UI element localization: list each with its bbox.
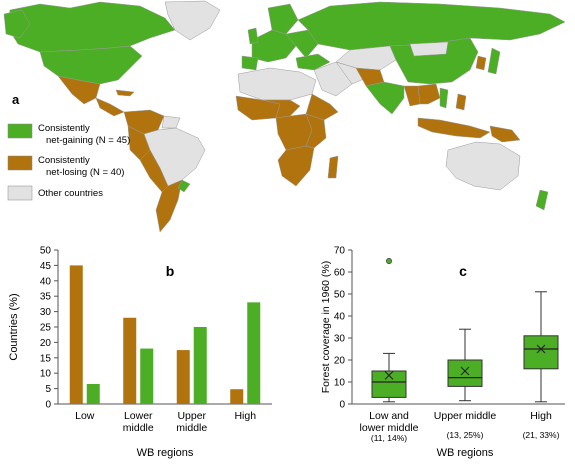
y-tick-label-b: 35: [40, 292, 52, 303]
outlier-point: [386, 258, 392, 264]
map-panel-label: a: [12, 92, 20, 107]
y-tick-label-c: 10: [334, 378, 346, 389]
legend-label-gaining-1: Consistently: [38, 123, 90, 134]
y-tick-label-b: 30: [40, 307, 52, 318]
map-indonesia: [417, 117, 491, 139]
world-map: [3, 0, 566, 233]
map-uruguay: [177, 179, 191, 193]
bar-losing: [176, 350, 190, 404]
map-guianas: [161, 115, 181, 129]
bar-losing: [69, 265, 83, 404]
y-tick-label-b: 45: [40, 261, 52, 272]
x-tick-sublabel-c: (11, 14%): [371, 433, 407, 443]
legend-swatch-losing: [7, 155, 33, 171]
y-tick-label-b: 50: [40, 246, 52, 257]
map-vietnam: [439, 87, 449, 109]
panel-label-b: b: [166, 263, 175, 279]
bar-chart-countries: 0 5 10 15 20 25 30 35 40 45 50 Countries (%) Low Lowe…: [8, 246, 272, 459]
x-axis-title-c: WB regions: [437, 447, 494, 459]
y-tick-label-c: 50: [334, 290, 346, 301]
x-tick-label-b: High: [234, 410, 256, 422]
bar-losing: [230, 389, 244, 404]
legend-swatch-other: [7, 185, 33, 201]
y-tick-label-b: 20: [40, 338, 52, 349]
x-tick-sublabel-c: (21, 33%): [523, 430, 560, 440]
mean-marker: [384, 371, 394, 380]
panel-label-c: c: [459, 263, 467, 279]
map-eastern-europe: [285, 29, 319, 59]
legend-label-losing-1: Consistently: [38, 155, 90, 166]
map-new-zealand: [535, 189, 549, 211]
x-tick-label-c: Upper middle: [434, 410, 497, 422]
map-turkey-caucasus: [295, 53, 331, 71]
map-scandinavia: [267, 3, 299, 35]
y-axis-title-c: Forest coverage in 1960 (%): [320, 261, 332, 393]
x-tick-label-c: High: [530, 410, 552, 422]
map-horn-africa: [305, 93, 339, 121]
legend-label-gaining-2: net-gaining (N = 45): [46, 135, 130, 146]
x-tick-label-b: middle: [176, 422, 207, 434]
x-axis-title-b: WB regions: [137, 447, 194, 459]
map-canada: [7, 1, 176, 53]
y-tick-label-c: 20: [334, 356, 346, 367]
map-legend: Consistently net-gaining (N = 45) Consis…: [7, 123, 130, 201]
box: [447, 359, 483, 387]
map-caribbean: [115, 89, 135, 97]
bar-gaining: [140, 348, 154, 404]
map-southern-africa: [277, 145, 315, 187]
x-tick-sublabel-c: (13, 25%): [447, 430, 484, 440]
bar-gaining: [193, 327, 207, 404]
bar-losing: [123, 317, 137, 404]
map-australia: [445, 141, 521, 191]
map-png: [489, 125, 521, 143]
legend-swatch-gaining: [7, 123, 33, 139]
map-thailand-laos: [417, 83, 441, 105]
map-north-africa: [237, 67, 317, 101]
x-tick-label-c: Low and: [369, 410, 409, 422]
bar-gaining: [86, 383, 100, 404]
map-russia: [297, 1, 566, 51]
legend-label-losing-2: net-losing (N = 40): [46, 167, 124, 178]
legend-label-other: Other countries: [38, 188, 103, 199]
map-madagascar: [327, 155, 339, 179]
map-usa: [39, 45, 143, 85]
map-central-america: [95, 97, 125, 117]
y-tick-label-c: 70: [334, 246, 346, 257]
map-korea: [475, 55, 487, 71]
y-tick-label-c: 60: [334, 268, 346, 279]
mean-marker: [460, 366, 470, 376]
y-tick-label-c: 0: [339, 400, 345, 411]
map-greenland: [164, 0, 221, 41]
map-philippines: [455, 93, 467, 111]
map-japan: [487, 47, 501, 75]
x-tick-label-b: Low: [75, 410, 95, 422]
y-tick-label-b: 5: [45, 384, 51, 395]
map-alaska: [3, 9, 31, 39]
y-tick-label-b: 10: [40, 369, 52, 380]
mean-marker: [536, 344, 546, 354]
x-tick-label-b: middle: [123, 422, 154, 434]
map-myanmar: [403, 85, 421, 107]
y-tick-label-b: 15: [40, 353, 52, 364]
bar-gaining: [247, 302, 261, 404]
y-tick-label-b: 0: [45, 400, 51, 411]
y-tick-label-c: 40: [334, 312, 346, 323]
x-tick-label-b: Upper: [177, 410, 206, 422]
y-tick-label-b: 40: [40, 276, 52, 287]
y-tick-label-b: 25: [40, 323, 52, 334]
box: [523, 335, 559, 370]
map-uk: [247, 27, 259, 45]
x-tick-label-c: lower middle: [360, 422, 419, 434]
map-mongolia: [409, 41, 449, 57]
y-axis-title-b: Countries (%): [8, 293, 20, 360]
map-chile-argentina: [155, 179, 183, 233]
map-iberia: [241, 55, 259, 71]
x-tick-label-b: Lower: [124, 410, 153, 422]
y-tick-label-c: 30: [334, 334, 346, 345]
map-india: [365, 81, 405, 115]
